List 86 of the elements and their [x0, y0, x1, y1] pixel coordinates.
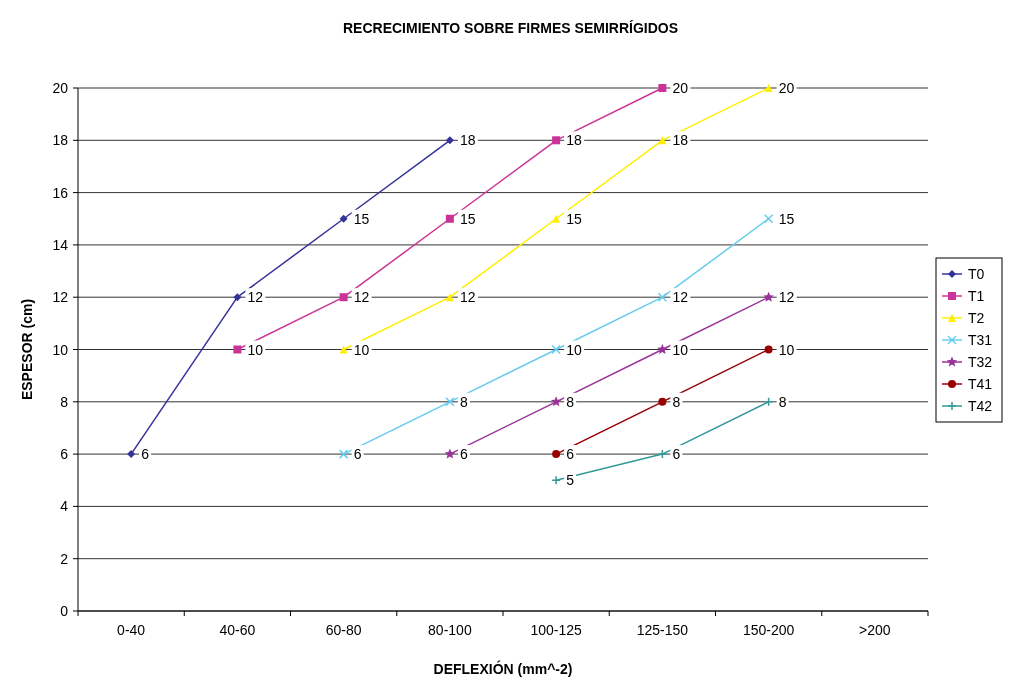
point: [657, 344, 668, 354]
point: [552, 214, 561, 223]
data-label: 6: [459, 446, 468, 463]
point: [658, 84, 667, 92]
data-label: 10: [778, 341, 795, 358]
data-label: 15: [353, 210, 370, 227]
data-label: 12: [778, 289, 795, 306]
x-tick-label: 0-40: [117, 622, 146, 638]
data-label: 18: [566, 132, 582, 149]
point: [339, 214, 348, 223]
data-label: 12: [672, 289, 689, 306]
y-axis-title: ESPESOR (cm): [19, 298, 35, 401]
legend-label: T31: [968, 332, 993, 348]
x-tick-label: >200: [859, 622, 891, 638]
y-tick-label: 10: [52, 341, 69, 358]
y-tick-label: 12: [52, 289, 69, 306]
data-label: 10: [672, 341, 689, 358]
y-tick-label: 18: [52, 132, 69, 149]
point: [339, 345, 348, 354]
point: [551, 475, 561, 485]
data-label: 18: [672, 132, 689, 149]
y-tick-label: 16: [52, 184, 69, 201]
data-label: 15: [566, 210, 582, 227]
point: [445, 214, 454, 223]
data-label: 5: [566, 472, 575, 489]
legend-label: T42: [968, 398, 993, 414]
y-tick-label: 0: [60, 603, 69, 619]
data-label: 6: [566, 446, 575, 463]
data-label: 10: [353, 341, 370, 358]
point: [763, 397, 774, 407]
x-axis-title: DEFLEXIÓN (mm^-2): [433, 660, 573, 677]
legend-label: T41: [968, 376, 993, 392]
data-label: 15: [459, 210, 476, 227]
point: [233, 345, 242, 354]
point: [764, 345, 773, 354]
point: [657, 449, 668, 459]
data-label: 20: [778, 80, 795, 96]
data-label: 12: [459, 289, 476, 306]
data-label: 8: [566, 393, 575, 410]
x-tick-label: 80-100: [428, 622, 472, 638]
point: [552, 450, 561, 459]
x-tick-label: 100-125: [530, 622, 583, 638]
y-tick-label: 8: [60, 393, 69, 410]
data-label: 12: [247, 289, 264, 306]
y-tick-label: 20: [52, 80, 69, 96]
legend-label: T32: [968, 354, 993, 370]
y-tick-label: 6: [60, 446, 69, 463]
point: [658, 397, 667, 406]
point: [657, 292, 668, 302]
data-label: 6: [141, 446, 150, 463]
point: [763, 291, 774, 302]
y-tick-label: 14: [52, 236, 69, 253]
x-tick-label: 60-80: [325, 622, 362, 638]
x-tick-label: 125-150: [636, 622, 689, 638]
data-label: 6: [672, 446, 681, 463]
point: [445, 397, 455, 407]
legend-label: T0: [968, 266, 985, 282]
data-label: 10: [247, 341, 264, 358]
y-tick-label: 4: [60, 498, 69, 515]
x-tick-label: 150-200: [742, 622, 795, 638]
x-tick-label: 40-60: [219, 622, 256, 638]
data-label: 15: [778, 210, 795, 227]
point: [551, 344, 561, 355]
point: [444, 448, 456, 459]
data-label: 10: [566, 341, 582, 358]
data-label: 20: [672, 80, 689, 96]
y-tick-label: 2: [60, 550, 69, 567]
legend-label: T1: [968, 288, 985, 304]
data-label: 8: [778, 393, 787, 410]
data-label: 6: [353, 446, 362, 463]
point: [233, 293, 242, 302]
point: [445, 136, 454, 145]
point: [445, 293, 454, 302]
data-label: 18: [459, 132, 476, 149]
point: [339, 293, 348, 302]
point: [550, 396, 562, 407]
point: [338, 449, 349, 459]
point: [127, 450, 136, 459]
data-label: 12: [353, 289, 370, 306]
point: [763, 214, 774, 224]
data-label: 8: [672, 393, 681, 410]
data-label: 8: [459, 393, 468, 410]
chart-title: RECRECIMIENTO SOBRE FIRMES SEMIRRÍGIDOS: [343, 20, 678, 36]
point: [552, 136, 561, 145]
point: [764, 84, 773, 92]
legend-label: T2: [968, 310, 985, 326]
